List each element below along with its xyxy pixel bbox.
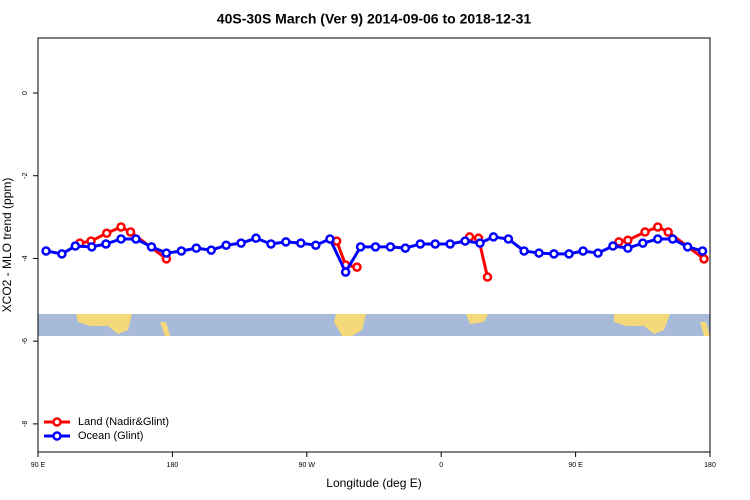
data-point [236,238,246,248]
data-point [146,242,157,252]
data-point [325,234,335,244]
map-strip [38,314,710,336]
legend-label: Land (Nadir&Glint) [78,416,169,428]
data-point [311,240,321,250]
x-tick-label: 90 E [31,462,46,469]
data-point [101,239,111,249]
data-point [519,246,529,256]
chart-title: 40S-30S March (Ver 9) 2014-09-06 to 2018… [217,11,532,27]
data-point [445,239,455,249]
data-point [370,242,381,252]
data-point [460,236,470,246]
data-point [593,248,603,258]
data-point [206,245,216,255]
data-point [652,222,663,232]
y-axis-label: XCO2 - MLO trend (ppm) [0,178,14,313]
series-line [45,235,703,276]
data-point [116,234,126,244]
data-point [340,267,351,277]
data-point [652,234,663,244]
x-axis-label: Longitude (deg E) [326,476,421,490]
legend-marker [52,417,62,427]
data-point [385,242,396,252]
data-point [131,234,141,244]
data-point [251,233,261,243]
x-tick-label: 180 [704,462,716,469]
data-point [87,242,97,252]
data-point [281,237,291,247]
y-tick-label: -4 [22,255,29,261]
data-point [503,234,514,244]
data-point [578,246,588,256]
x-tick-label: 0 [439,462,443,469]
data-point [475,238,485,248]
data-point [221,240,231,250]
y-tick-label: -2 [22,173,29,179]
data-point [482,272,493,282]
data-point [608,241,618,251]
x-tick-label: 180 [167,462,179,469]
data-point [663,227,673,237]
y-tick-label: -6 [22,338,29,344]
data-point [176,246,187,256]
data-point [623,243,633,253]
data-point [125,227,136,237]
legend-label: Ocean (Glint) [78,430,143,442]
x-tick-label: 90 W [299,462,316,469]
data-point [296,238,306,248]
data-point [116,222,126,232]
data-point [41,246,51,256]
data-point [415,239,426,249]
data-point [682,242,693,252]
y-tick-label: 0 [22,91,29,95]
legend-marker [52,431,62,441]
data-point [70,241,81,251]
data-point [534,248,544,258]
data-point [161,248,172,258]
data-point [564,249,574,259]
data-point [400,243,411,253]
y-tick-label: -8 [22,421,29,427]
plot-frame [37,37,711,453]
data-point [266,239,276,249]
data-point [667,234,678,244]
data-point [697,246,708,256]
data-point [640,227,650,237]
data-point [57,249,67,259]
data-point [488,232,499,242]
data-point [191,243,202,253]
data-point [699,254,709,264]
data-point [101,228,112,238]
data-point [623,235,633,245]
data-point [638,238,648,248]
data-point [549,249,559,259]
x-tick-label: 90 E [568,462,583,469]
data-point [355,242,366,252]
data-point [430,239,440,249]
data-point [352,262,362,272]
